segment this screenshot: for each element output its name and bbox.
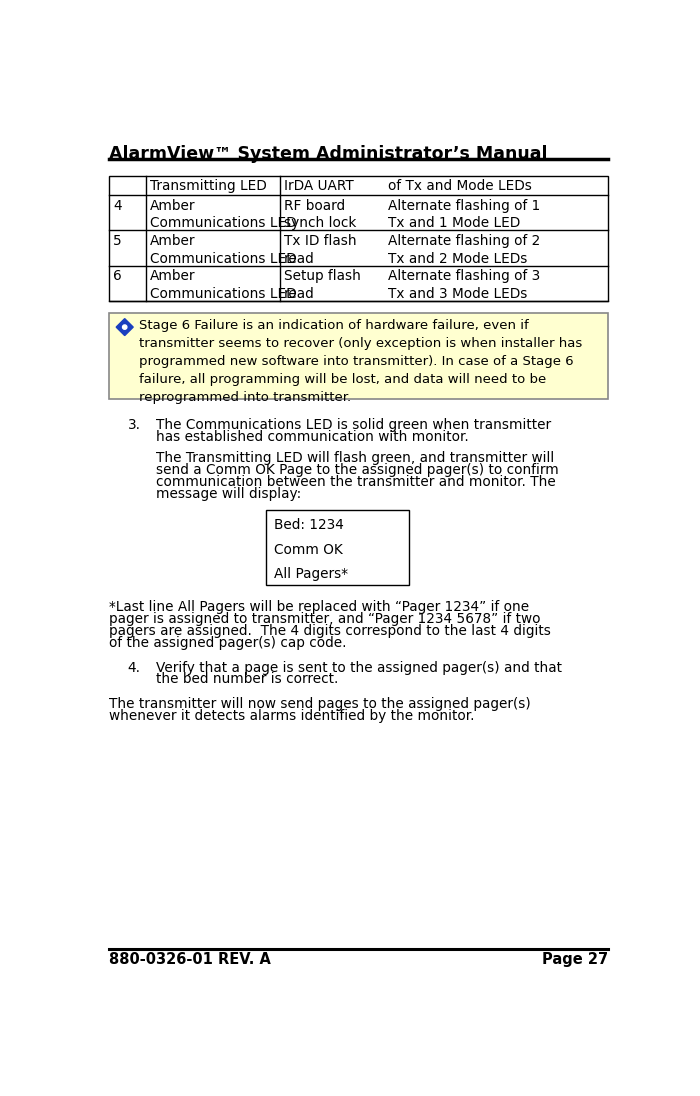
Text: The Communications LED is solid green when transmitter: The Communications LED is solid green wh… [155, 418, 551, 432]
Text: 6: 6 [113, 270, 122, 284]
Text: The Transmitting LED will flash green, and transmitter will: The Transmitting LED will flash green, a… [155, 452, 554, 465]
Text: IrDA UART: IrDA UART [284, 180, 354, 193]
Text: 3.: 3. [128, 418, 141, 432]
Text: Comm OK: Comm OK [274, 543, 342, 557]
Text: send a Comm OK Page to the assigned pager(s) to confirm: send a Comm OK Page to the assigned page… [155, 463, 559, 477]
Text: RF board
synch lock: RF board synch lock [284, 198, 356, 230]
Bar [109, 176, 608, 301]
Text: AlarmView™ System Administrator’s Manual: AlarmView™ System Administrator’s Manual [109, 146, 547, 163]
Circle shape [122, 324, 127, 329]
Bar [109, 313, 608, 399]
Text: Verify that a page is sent to the assigned pager(s) and that: Verify that a page is sent to the assign… [155, 661, 561, 674]
Text: Alternate flashing of 1
Tx and 1 Mode LED: Alternate flashing of 1 Tx and 1 Mode LE… [388, 198, 540, 230]
Text: message will display:: message will display: [155, 487, 301, 501]
Text: The transmitter will now send pages to the assigned pager(s): The transmitter will now send pages to t… [109, 697, 531, 710]
Text: Stage 6 Failure is an indication of hardware failure, even if
transmitter seems : Stage 6 Failure is an indication of hard… [139, 319, 582, 403]
Text: Amber
Communications LED: Amber Communications LED [150, 198, 297, 230]
Text: Alternate flashing of 3
Tx and 3 Mode LEDs: Alternate flashing of 3 Tx and 3 Mode LE… [388, 270, 540, 301]
Text: All Pagers*: All Pagers* [274, 568, 347, 581]
Text: 4.: 4. [128, 661, 141, 674]
Text: has established communication with monitor.: has established communication with monit… [155, 430, 468, 444]
Text: Setup flash
read: Setup flash read [284, 270, 360, 301]
Text: of the assigned pager(s) cap code.: of the assigned pager(s) cap code. [109, 637, 346, 650]
Polygon shape [116, 319, 133, 335]
Text: communication between the transmitter and monitor. The: communication between the transmitter an… [155, 475, 556, 489]
Text: Tx ID flash
read: Tx ID flash read [284, 233, 356, 266]
Text: Amber
Communications LED: Amber Communications LED [150, 270, 297, 301]
Text: Transmitting LED: Transmitting LED [150, 180, 267, 193]
Text: the bed number is correct.: the bed number is correct. [155, 673, 338, 686]
Text: Alternate flashing of 2
Tx and 2 Mode LEDs: Alternate flashing of 2 Tx and 2 Mode LE… [388, 233, 540, 266]
Text: 880-0326-01 REV. A: 880-0326-01 REV. A [109, 952, 271, 968]
Text: *Last line All Pagers will be replaced with “Pager 1234” if one: *Last line All Pagers will be replaced w… [109, 601, 529, 615]
Text: Bed: 1234: Bed: 1234 [274, 518, 344, 532]
Text: whenever it detects alarms identified by the monitor.: whenever it detects alarms identified by… [109, 709, 475, 722]
Text: pager is assigned to transmitter, and “Pager 1234 5678” if two: pager is assigned to transmitter, and “P… [109, 613, 540, 627]
Bar [266, 510, 409, 585]
Text: Amber
Communications LED: Amber Communications LED [150, 233, 297, 266]
Text: pagers are assigned.  The 4 digits correspond to the last 4 digits: pagers are assigned. The 4 digits corres… [109, 625, 551, 638]
Text: of Tx and Mode LEDs: of Tx and Mode LEDs [388, 180, 531, 193]
Text: 4: 4 [113, 198, 122, 213]
Text: Page 27: Page 27 [542, 952, 608, 968]
Text: 5: 5 [113, 233, 122, 248]
